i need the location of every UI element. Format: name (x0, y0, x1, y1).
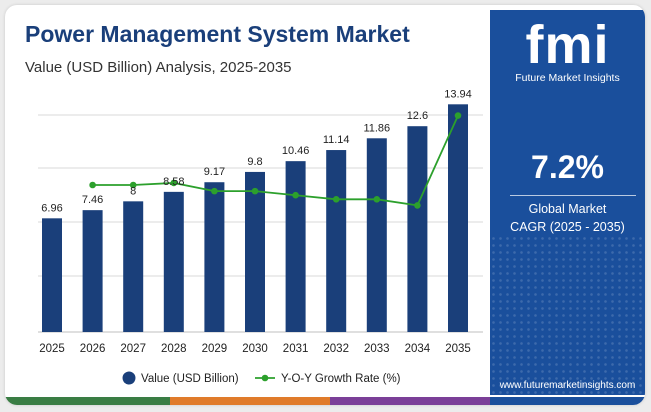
cagr-label-line2: CAGR (2025 - 2035) (510, 220, 625, 234)
fmi-logo: fmi (526, 20, 610, 68)
growth-rate-point (292, 191, 299, 199)
growth-rate-line (92, 115, 459, 207)
stripe-segment (170, 397, 330, 405)
chart-legend: Value (USD Billion) Y-O-Y Growth Rate (%) (122, 371, 401, 385)
bar-2030 (245, 171, 265, 332)
panel-divider (510, 195, 636, 196)
bar-value-label: 10.46 (282, 145, 310, 157)
growth-rate-point (373, 195, 381, 203)
bar-2033 (366, 138, 387, 332)
bar-value-label: 11.14 (323, 134, 350, 146)
growth-rate-point (414, 202, 421, 209)
bar-2035 (448, 104, 468, 333)
legend-bar-swatch (122, 371, 136, 385)
x-tick-label: 2033 (364, 343, 390, 355)
cagr-value: 7.2% (531, 149, 604, 185)
bar-value-label: 9.17 (204, 166, 225, 178)
growth-rate-point (89, 181, 96, 189)
bar-value-label: 13.94 (444, 88, 472, 100)
logo-tagline: Future Market Insights (515, 72, 620, 84)
website-url: www.futuremarketinsights.com (499, 380, 636, 391)
bar-value-label: 8 (130, 185, 136, 197)
bar-value-label: 6.96 (41, 202, 62, 214)
bar-value-label: 11.86 (363, 122, 390, 134)
legend-bar-label: Value (USD Billion) (141, 373, 239, 385)
market-infographic-card: Power Management System Market Value (US… (5, 5, 645, 405)
x-tick-label: 2034 (405, 343, 431, 355)
x-tick-label: 2026 (80, 343, 106, 355)
bar-2029 (204, 182, 225, 332)
cagr-label-line1: Global Market (528, 202, 607, 216)
x-tick-label: 2025 (39, 343, 65, 355)
x-tick-label: 2029 (202, 343, 228, 355)
growth-rate-point (170, 179, 178, 187)
bar-value-label: 7.46 (82, 194, 103, 206)
bar-2026 (82, 210, 103, 332)
market-chart: 6.96 7.46 8 8.58 9.17 9.8 10.46 11.14 11.86 12.6 1… (38, 88, 483, 385)
stripe-segment (330, 397, 490, 405)
chart-subtitle: Value (USD Billion) Analysis, 2025-2035 (25, 59, 292, 76)
legend-line-label: Y-O-Y Growth Rate (%) (281, 373, 401, 385)
x-tick-label: 2031 (283, 343, 309, 355)
growth-rate-point (129, 181, 137, 189)
bar-2025 (42, 218, 62, 332)
growth-rate-point (454, 112, 462, 119)
cagr-label: Global Market CAGR (2025 - 2035) (490, 200, 645, 236)
x-tick-label: 2035 (445, 343, 471, 355)
bottom-color-stripe (5, 397, 645, 405)
stripe-segment (5, 397, 170, 405)
x-tick-label: 2028 (161, 343, 187, 355)
x-tick-label: 2030 (242, 343, 268, 355)
x-axis-ticks: 2025 2026 2027 2028 2029 2030 2031 2032 2033 2034… (39, 343, 471, 355)
bar-value-label: 9.8 (247, 156, 262, 168)
world-map-dots-decoration (490, 235, 645, 395)
bar-value-label: 12.6 (407, 110, 428, 122)
growth-rate-point (251, 187, 259, 195)
legend-line-marker (261, 374, 269, 382)
chart-title: Power Management System Market (25, 21, 410, 47)
stripe-segment (490, 397, 645, 405)
bar-value-label: 8.58 (163, 176, 184, 188)
bar-2032 (326, 150, 347, 332)
bar-2031 (285, 161, 306, 332)
bar-2034 (407, 126, 428, 332)
x-tick-label: 2032 (323, 343, 349, 355)
data-labels: 6.96 7.46 8 8.58 9.17 9.8 10.46 11.14 11.86 12.6 1… (41, 88, 471, 214)
bar-series (42, 104, 468, 333)
growth-rate-point (332, 195, 340, 203)
bar-2028 (163, 191, 184, 332)
summary-panel: fmi Future Market Insights 7.2% Global M… (490, 10, 645, 395)
growth-line-series (89, 112, 462, 209)
bar-2027 (123, 201, 144, 332)
logo-letters: fmi (526, 20, 610, 68)
x-tick-label: 2027 (120, 343, 146, 355)
growth-rate-point (211, 187, 218, 195)
